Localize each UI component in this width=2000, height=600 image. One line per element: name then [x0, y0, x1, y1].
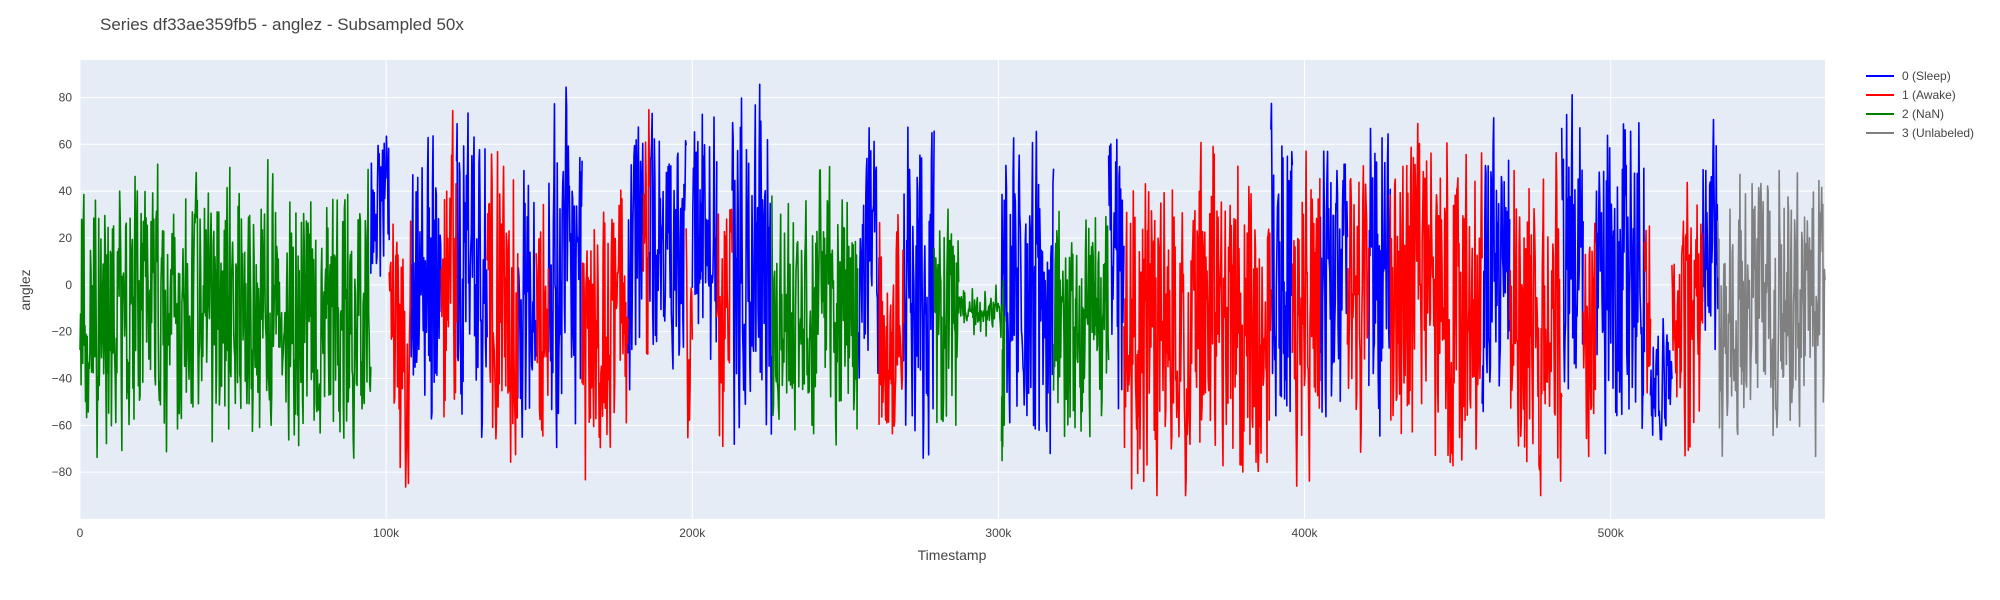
series-1-segment-3	[535, 203, 550, 437]
y-axis-title: anglez	[17, 269, 33, 310]
legend-label: 2 (NaN)	[1902, 107, 1944, 121]
x-tick-label: 0	[77, 526, 84, 540]
y-tick-label: 0	[65, 278, 72, 292]
legend-label: 0 (Sleep)	[1902, 69, 1951, 83]
series-2-segment-2	[933, 208, 960, 427]
axis-layer: −80 −60 −40 −20 0 20 40 60 80 0 100k 200k 300k 400k 50…	[52, 90, 1625, 540]
chart-title: Series df33ae359fb5 - anglez - Subsample…	[100, 15, 464, 34]
x-tick-label: 300k	[985, 526, 1012, 540]
series-0-segment-19	[1649, 317, 1673, 441]
y-tick-label: −60	[52, 418, 73, 432]
x-tick-label: 400k	[1292, 526, 1319, 540]
series-0-segment-7	[691, 113, 718, 361]
y-tick-label: −40	[52, 371, 73, 385]
series-2-segment-4	[1000, 279, 1006, 462]
series-0-segment-6	[648, 112, 687, 370]
series-0-segment-3	[516, 169, 537, 438]
series-0-segment-14	[1319, 150, 1349, 418]
series-0-segment-12	[1107, 138, 1125, 410]
series-1-segment-10	[1291, 150, 1321, 487]
series-1	[388, 108, 1704, 497]
series-1-segment-15	[1643, 225, 1652, 394]
series-2-segment-5	[1052, 210, 1110, 438]
series-0-segment-17	[1560, 94, 1584, 390]
series-0	[370, 83, 1719, 459]
y-tick-label: −20	[52, 325, 73, 339]
series-0-segment-5	[627, 126, 645, 391]
y-tick-label: −80	[52, 465, 73, 479]
series-1-segment-11	[1346, 165, 1370, 454]
series-0-segment-4	[547, 86, 583, 449]
series-1-segment-2	[486, 150, 519, 463]
series-2-segment-1	[771, 165, 859, 446]
series-1-segment-5	[642, 108, 651, 355]
series-0-segment-9	[856, 127, 880, 379]
series-0-segment-10	[902, 126, 935, 459]
series-1-segment-0	[388, 220, 412, 488]
series-3	[1717, 169, 1826, 458]
series-2-segment-0	[79, 158, 372, 459]
series-2-segment-3	[957, 284, 1003, 339]
legend-label: 1 (Awake)	[1902, 88, 1956, 102]
series-layer	[79, 83, 1826, 497]
y-tick-label: 60	[59, 137, 73, 151]
series-1-segment-4	[581, 189, 629, 481]
series-0-segment-15	[1368, 127, 1392, 437]
series-1-segment-12	[1389, 122, 1483, 467]
x-tick-label: 500k	[1598, 526, 1625, 540]
series-0-segment-16	[1481, 117, 1511, 413]
y-tick-label: 20	[59, 231, 73, 245]
y-tick-label: 80	[59, 90, 73, 104]
series-0-segment-8	[731, 83, 773, 446]
series-0-segment-18	[1594, 122, 1646, 455]
series-1-segment-8	[878, 213, 905, 435]
series-1-segment-14	[1582, 222, 1597, 458]
series-1-segment-1	[440, 109, 458, 418]
series-1-segment-7	[715, 208, 733, 448]
x-tick-label: 200k	[679, 526, 706, 540]
series-1-segment-6	[685, 228, 694, 439]
series-0-segment-13	[1270, 102, 1294, 417]
y-tick-label: 40	[59, 184, 73, 198]
series-0-segment-0	[370, 135, 390, 277]
x-tick-label: 100k	[373, 526, 400, 540]
legend-label: 3 (Unlabeled)	[1902, 126, 1974, 140]
legend: 0 (Sleep) 1 (Awake) 2 (NaN) 3 (Unlabeled)	[1866, 69, 1974, 140]
x-axis-title: Timestamp	[918, 547, 987, 563]
series-2	[79, 158, 1110, 462]
series-3-segment-0	[1717, 169, 1826, 458]
series-1-segment-9	[1123, 141, 1272, 497]
series-0-segment-2	[455, 112, 488, 439]
series-1-segment-13	[1508, 152, 1563, 497]
series-0-segment-1	[409, 135, 443, 420]
series-0-segment-11	[1000, 130, 1055, 455]
series-0-segment-20	[1701, 118, 1719, 351]
series-1-segment-16	[1671, 181, 1704, 457]
